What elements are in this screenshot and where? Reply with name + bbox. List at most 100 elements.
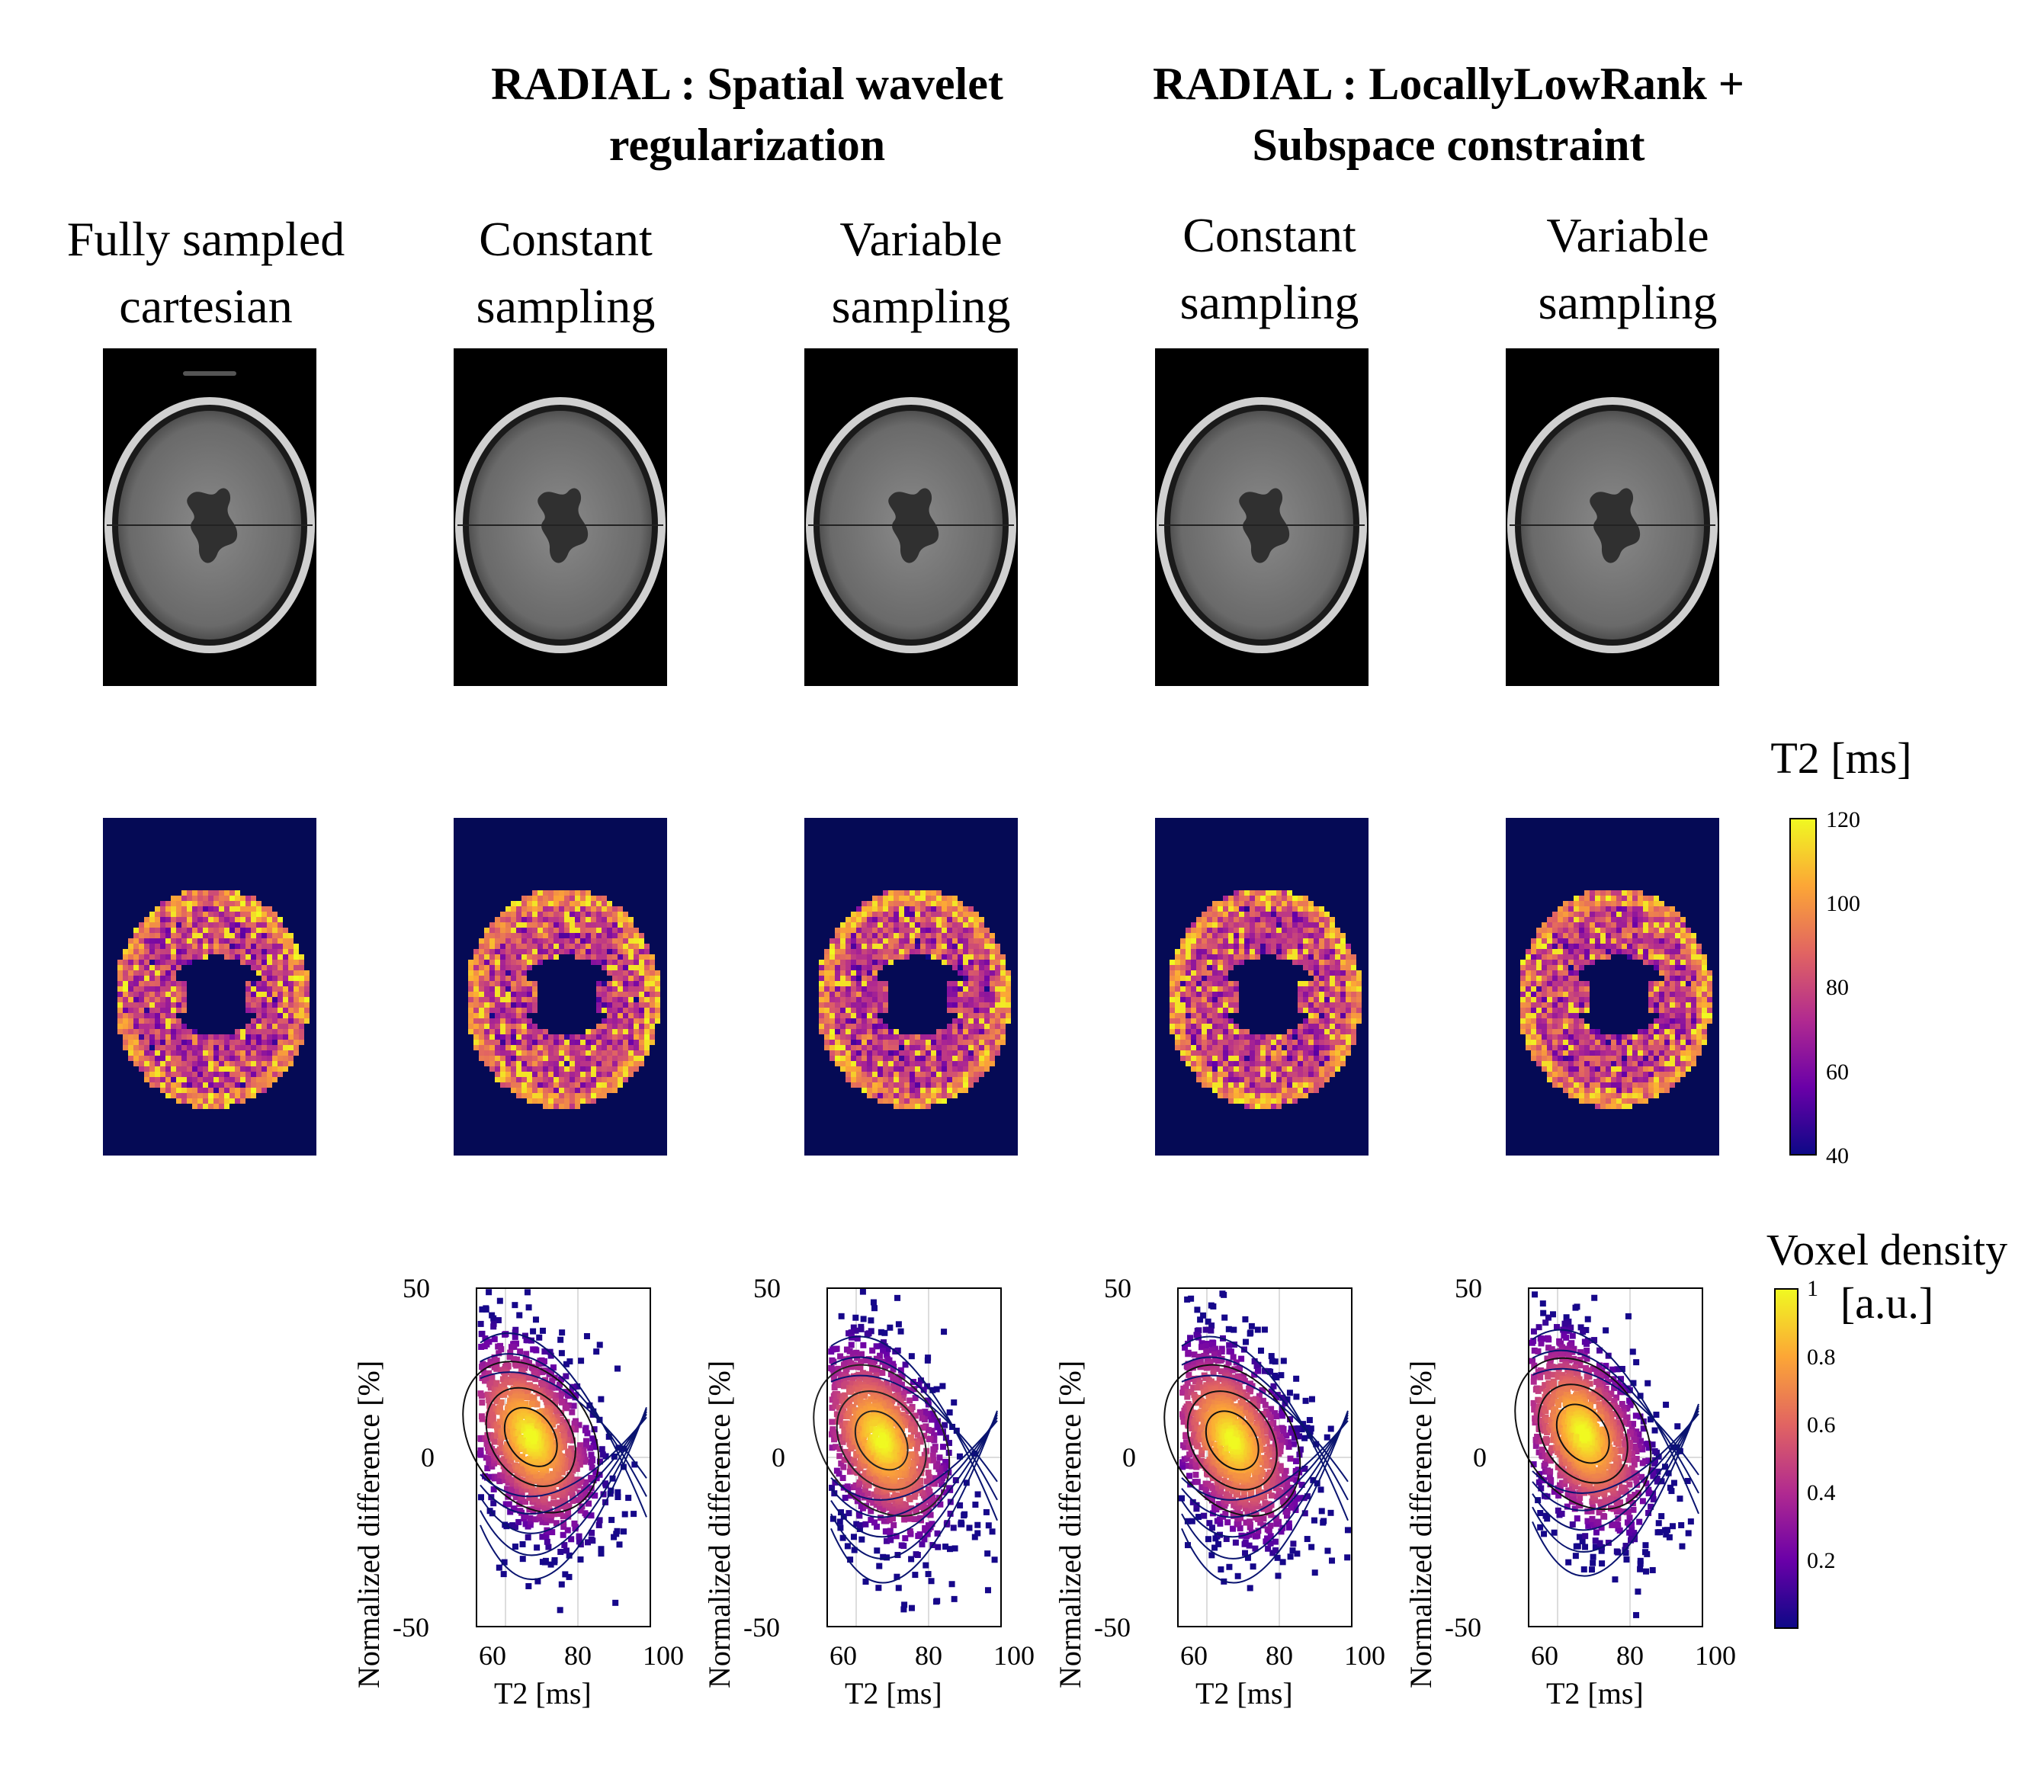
- data-point: [1608, 1468, 1615, 1475]
- data-point: [512, 1494, 519, 1501]
- data-point: [512, 1302, 518, 1309]
- data-point: [893, 1492, 900, 1499]
- data-point: [1242, 1420, 1249, 1427]
- data-point: [1623, 1508, 1630, 1515]
- data-point: [531, 1496, 538, 1503]
- data-point: [1215, 1540, 1222, 1547]
- data-point: [1203, 1348, 1210, 1355]
- data-point: [1615, 1421, 1622, 1428]
- data-point: [946, 1409, 953, 1416]
- data-point: [1654, 1468, 1661, 1475]
- data-point: [481, 1371, 488, 1378]
- data-point: [1670, 1479, 1677, 1486]
- data-point: [588, 1512, 595, 1519]
- data-point: [1270, 1383, 1277, 1390]
- data-point: [1290, 1540, 1297, 1547]
- data-point: [1231, 1342, 1238, 1348]
- data-point: [876, 1504, 883, 1511]
- brain-mri-image: [454, 348, 667, 686]
- data-point: [582, 1438, 589, 1444]
- data-point: [1285, 1524, 1292, 1531]
- data-point: [502, 1411, 509, 1418]
- data-point: [1637, 1557, 1644, 1564]
- data-point: [1208, 1416, 1215, 1423]
- data-point: [937, 1501, 944, 1508]
- data-point: [1254, 1430, 1261, 1437]
- data-point: [501, 1559, 508, 1566]
- data-point: [1228, 1481, 1235, 1488]
- data-point: [863, 1406, 870, 1412]
- data-point: [829, 1419, 836, 1425]
- data-point: [1258, 1434, 1265, 1441]
- data-point: [477, 1320, 484, 1327]
- data-point: [1240, 1494, 1247, 1501]
- data-point: [937, 1470, 944, 1477]
- data-point: [1188, 1389, 1195, 1396]
- data-point: [925, 1470, 932, 1476]
- t2-colorbar: [1789, 818, 1817, 1156]
- data-point: [898, 1434, 905, 1441]
- data-point: [1248, 1458, 1255, 1465]
- data-point: [1344, 1554, 1351, 1561]
- data-point: [881, 1498, 887, 1505]
- data-point: [1261, 1326, 1268, 1333]
- data-point: [887, 1324, 894, 1331]
- data-point: [836, 1445, 843, 1452]
- t2-map-image: [454, 818, 667, 1156]
- data-point: [578, 1358, 585, 1364]
- data-point: [621, 1528, 627, 1535]
- data-point: [1258, 1494, 1265, 1501]
- density-contour: [1181, 1335, 1349, 1521]
- data-point: [1279, 1559, 1286, 1566]
- data-point: [1298, 1426, 1305, 1433]
- data-point: [561, 1542, 568, 1549]
- data-point: [525, 1582, 532, 1589]
- data-point: [846, 1330, 852, 1337]
- data-point: [916, 1515, 923, 1521]
- data-point: [831, 1384, 838, 1391]
- data-point: [898, 1542, 905, 1549]
- data-point: [531, 1491, 537, 1498]
- data-point: [1558, 1390, 1564, 1397]
- data-point: [991, 1556, 998, 1563]
- data-point: [890, 1385, 897, 1392]
- data-point: [840, 1408, 847, 1415]
- data-point: [1544, 1515, 1551, 1522]
- brain-mri-image: [1506, 348, 1719, 686]
- data-point: [1189, 1375, 1195, 1382]
- data-point: [1583, 1341, 1590, 1348]
- data-point: [539, 1327, 546, 1334]
- data-point: [880, 1506, 887, 1513]
- data-point: [1532, 1291, 1539, 1298]
- data-point: [566, 1573, 573, 1580]
- data-point: [554, 1507, 561, 1514]
- group-title-wavelet: RADIAL : Spatial wavelet regularization: [491, 59, 1003, 170]
- data-point: [1627, 1494, 1634, 1501]
- data-point: [1268, 1492, 1275, 1499]
- data-point: [631, 1461, 638, 1468]
- data-point: [862, 1579, 869, 1585]
- col-title-wavelet-variable: Variable sampling: [831, 212, 1011, 333]
- data-point: [1667, 1484, 1673, 1491]
- data-point: [856, 1525, 863, 1532]
- density-contour: [836, 1390, 927, 1491]
- data-point: [1635, 1588, 1641, 1595]
- data-point: [491, 1460, 498, 1467]
- data-point: [525, 1304, 532, 1311]
- data-point: [909, 1464, 916, 1471]
- data-point: [1603, 1372, 1609, 1379]
- data-point: [1199, 1424, 1206, 1431]
- data-point: [493, 1365, 500, 1372]
- data-point: [1208, 1378, 1215, 1385]
- data-point: [925, 1489, 932, 1496]
- data-point: [525, 1534, 531, 1540]
- data-point: [1539, 1335, 1546, 1342]
- data-point: [1666, 1534, 1673, 1540]
- data-point: [541, 1559, 548, 1566]
- data-point: [1563, 1314, 1570, 1321]
- data-point: [836, 1470, 842, 1477]
- data-point: [868, 1421, 875, 1428]
- data-point: [1208, 1302, 1215, 1309]
- data-point: [1225, 1359, 1232, 1366]
- data-point: [983, 1508, 990, 1515]
